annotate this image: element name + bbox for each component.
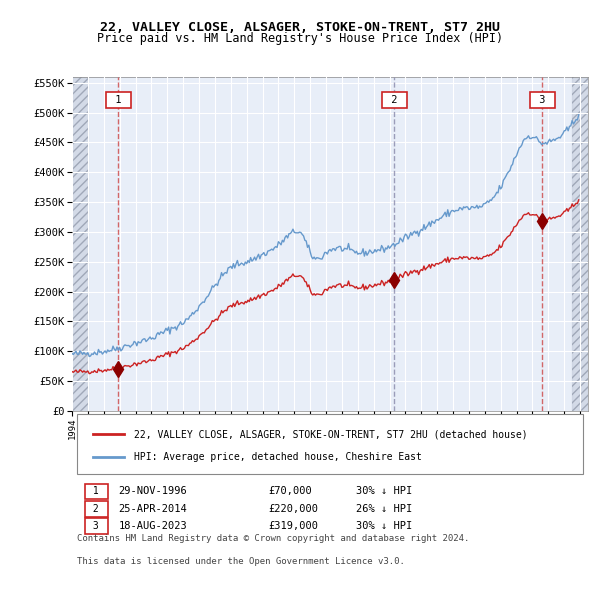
Text: 30% ↓ HPI: 30% ↓ HPI [356, 487, 412, 496]
Text: 3: 3 [88, 521, 105, 531]
Text: £319,000: £319,000 [268, 521, 318, 531]
Text: Contains HM Land Registry data © Crown copyright and database right 2024.: Contains HM Land Registry data © Crown c… [77, 534, 470, 543]
Text: 1: 1 [88, 487, 105, 496]
Text: 26% ↓ HPI: 26% ↓ HPI [356, 504, 412, 514]
Text: 18-AUG-2023: 18-AUG-2023 [118, 521, 187, 531]
FancyBboxPatch shape [77, 415, 583, 474]
Text: 29-NOV-1996: 29-NOV-1996 [118, 487, 187, 496]
Text: 2: 2 [88, 504, 105, 514]
Bar [72, 77, 88, 411]
Bar [72, 77, 88, 411]
Text: Price paid vs. HM Land Registry's House Price Index (HPI): Price paid vs. HM Land Registry's House … [97, 32, 503, 45]
Text: 30% ↓ HPI: 30% ↓ HPI [356, 521, 412, 531]
Text: 2: 2 [385, 95, 404, 105]
Text: £220,000: £220,000 [268, 504, 318, 514]
Text: £70,000: £70,000 [268, 487, 312, 496]
Text: 1: 1 [109, 95, 128, 105]
Bar [572, 77, 588, 411]
Text: 3: 3 [533, 95, 552, 105]
Text: HPI: Average price, detached house, Cheshire East: HPI: Average price, detached house, Ches… [134, 452, 422, 462]
Text: 22, VALLEY CLOSE, ALSAGER, STOKE-ON-TRENT, ST7 2HU: 22, VALLEY CLOSE, ALSAGER, STOKE-ON-TREN… [100, 21, 500, 34]
Text: This data is licensed under the Open Government Licence v3.0.: This data is licensed under the Open Gov… [77, 558, 405, 566]
Bar [572, 77, 588, 411]
Text: 22, VALLEY CLOSE, ALSAGER, STOKE-ON-TRENT, ST7 2HU (detached house): 22, VALLEY CLOSE, ALSAGER, STOKE-ON-TREN… [134, 429, 527, 439]
Text: 25-APR-2014: 25-APR-2014 [118, 504, 187, 514]
